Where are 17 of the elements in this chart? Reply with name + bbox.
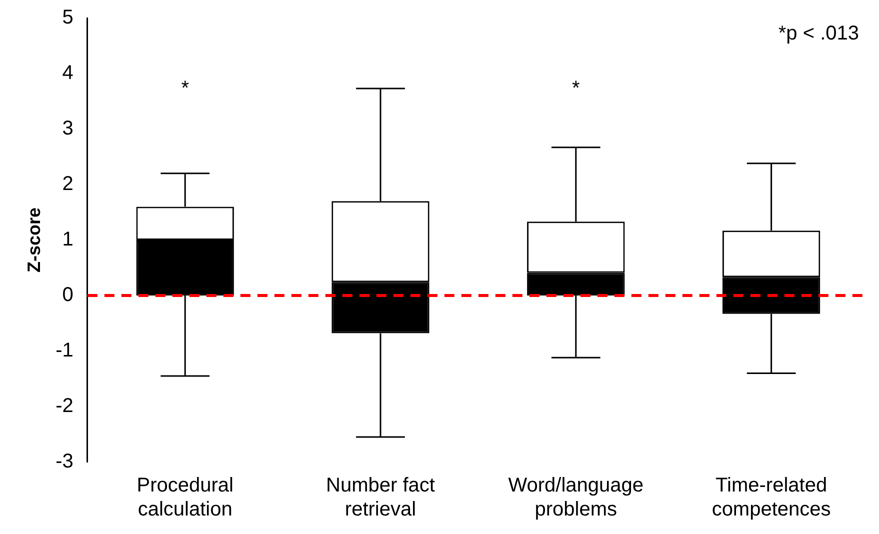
y-tick-label: 4: [62, 62, 74, 84]
y-tick-label: -2: [56, 395, 74, 418]
y-tick-label: 1: [62, 228, 74, 251]
x-tick-label: Time-related competences: [712, 474, 831, 521]
x-tick-label: Number fact retrieval: [326, 474, 436, 521]
y-tick-label: -3: [56, 450, 74, 473]
text: *: [181, 78, 189, 100]
y-tick-label: 2: [62, 173, 74, 196]
y-tick-label: 3: [62, 118, 74, 140]
annotation: *p < .013: [778, 22, 859, 45]
x-tick-label: Word/language problems: [508, 474, 644, 521]
x-tick-label: Procedural calculation: [136, 474, 234, 521]
y-tick-label: 0: [62, 284, 74, 306]
y-axis-title: Z-score: [24, 207, 44, 273]
text: *: [572, 78, 580, 100]
y-tick-label: -1: [56, 340, 74, 362]
y-tick-label: 5: [62, 6, 74, 29]
